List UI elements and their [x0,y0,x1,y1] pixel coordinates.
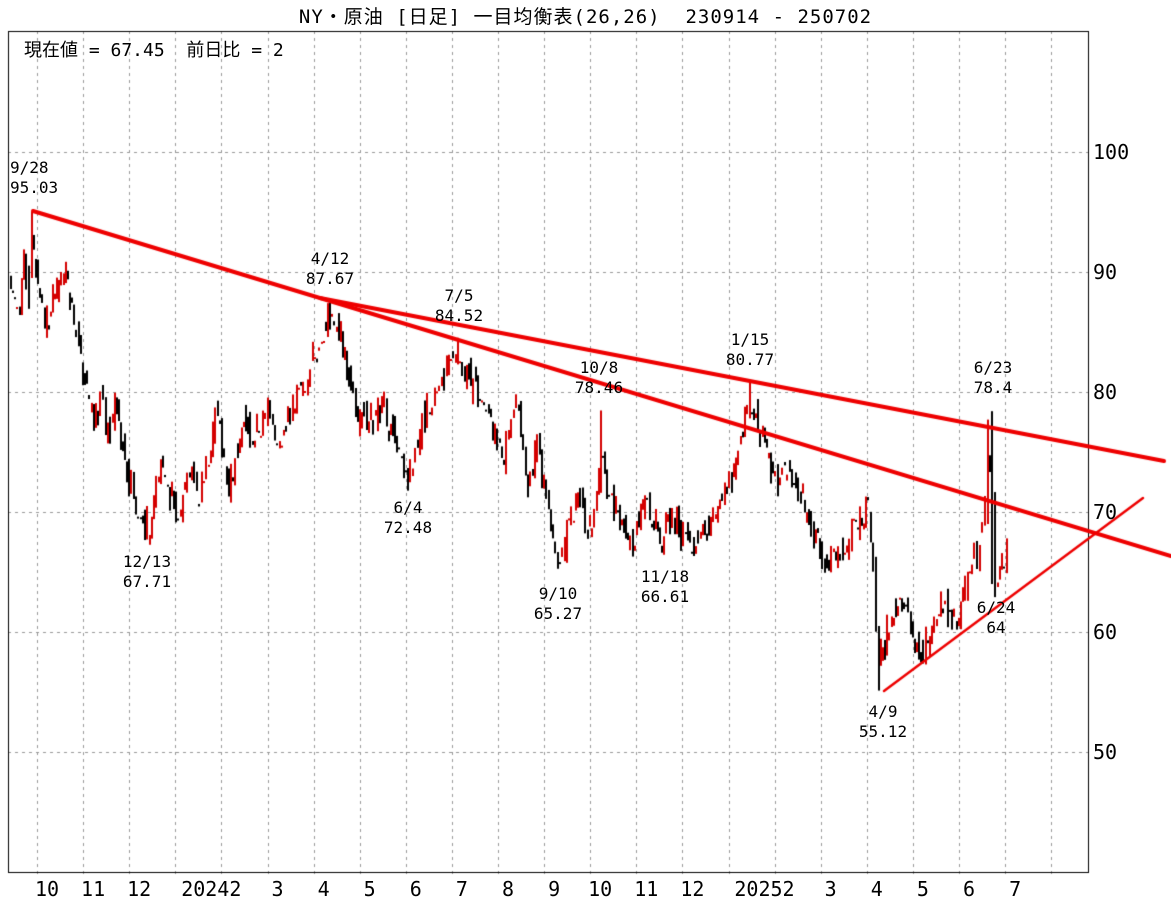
x-axis-tick-10: 10 [588,877,613,901]
x-axis-tick-7: 7 [1009,877,1022,901]
swing-annotation-6-24: 6/24 64 [936,598,1056,638]
x-axis-tick-4: 4 [317,877,330,901]
annotation-date: 6/4 [393,498,423,517]
annotation-price: 95.03 [10,178,59,197]
y-axis-tick-80: 80 [1093,380,1118,404]
x-axis-tick-3: 3 [271,877,284,901]
x-axis-tick-6: 6 [409,877,422,901]
annotation-price: 65.27 [533,604,583,623]
x-axis-tick-4: 4 [870,877,883,901]
swing-annotation-10-8: 10/8 78.46 [539,358,659,398]
x-axis-tick-3: 3 [824,877,837,901]
annotation-price: 78.4 [973,378,1013,397]
annotation-date: 9/28 [10,158,49,177]
annotation-price: 66.61 [640,587,690,606]
annotation-price: 84.52 [434,306,484,325]
swing-annotation-6-4: 6/4 72.48 [348,498,468,538]
annotation-price: 55.12 [858,722,908,741]
current-value-readout: 現在値 = 67.45 前日比 = 2 [24,40,284,61]
annotation-price: 78.46 [574,378,624,397]
x-axis-tick-5: 5 [363,877,376,901]
annotation-date: 12/13 [122,552,172,571]
y-axis-tick-70: 70 [1093,500,1118,524]
annotation-date: 4/12 [310,249,350,268]
y-axis-tick-50: 50 [1093,740,1118,764]
annotation-date: 10/8 [579,358,619,377]
x-axis-tick-6: 6 [962,877,976,901]
y-axis-tick-100: 100 [1093,140,1130,164]
annotation-date: 9/10 [538,584,578,603]
x-axis-tick-8: 8 [501,877,515,901]
swing-annotation-6-23: 6/23 78.4 [933,358,1053,398]
swing-annotation-9-10: 9/10 65.27 [498,584,618,624]
swing-annotation-4-12: 4/12 87.67 [270,249,390,289]
swing-annotation-11-18: 11/18 66.61 [605,567,725,607]
swing-annotation-9-28: 9/28 95.03 [10,158,58,198]
y-axis-tick-60: 60 [1093,620,1118,644]
annotation-date: 6/24 [976,598,1016,617]
x-axis-tick-20252: 20252 [734,877,795,901]
chart-title: NY・原油 [日足] 一目均衡表(26,26) 230914 - 250702 [298,6,873,28]
annotation-date: 6/23 [973,358,1013,377]
swing-annotation-12-13: 12/13 67.71 [87,552,207,592]
annotation-price: 64 [986,618,1006,637]
x-axis-tick-11: 11 [634,877,659,901]
x-axis-tick-10: 10 [34,877,60,901]
x-axis-tick-5: 5 [916,877,929,901]
x-axis-tick-12: 12 [680,877,705,901]
annotation-date: 11/18 [640,567,690,586]
x-axis-tick-20242: 20242 [181,877,242,901]
swing-annotation-7-5: 7/5 84.52 [399,286,519,326]
swing-annotation-4-9: 4/9 55.12 [823,702,943,742]
annotation-price: 87.67 [305,269,355,288]
annotation-price: 80.77 [725,350,775,369]
x-axis-tick-11: 11 [81,877,106,901]
annotation-price: 67.71 [122,572,172,591]
x-axis-tick-7: 7 [455,877,468,901]
swing-annotation-1-15: 1/15 80.77 [690,330,810,370]
x-axis-tick-9: 9 [548,877,561,901]
y-axis-tick-90: 90 [1093,260,1118,284]
annotation-price: 72.48 [383,518,433,537]
annotation-date: 4/9 [868,702,898,721]
annotation-date: 7/5 [444,286,474,305]
annotation-date: 1/15 [730,330,770,349]
x-axis-tick-12: 12 [127,877,152,901]
